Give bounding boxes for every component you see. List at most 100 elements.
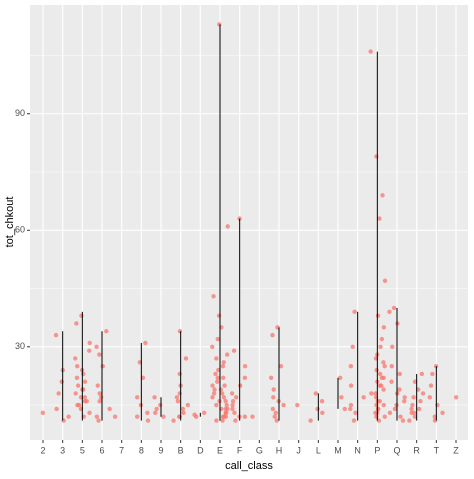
point	[210, 344, 215, 349]
x-tick-label: G	[256, 445, 263, 455]
point	[430, 371, 435, 377]
x-tick-label: 8	[139, 445, 144, 455]
point	[143, 340, 148, 346]
point	[412, 414, 418, 419]
point	[381, 402, 386, 408]
point	[171, 418, 176, 423]
point	[154, 406, 159, 412]
point	[351, 418, 357, 423]
point	[94, 414, 100, 419]
point	[377, 398, 382, 404]
point	[377, 216, 382, 221]
point	[216, 313, 222, 318]
point	[348, 364, 354, 369]
point	[97, 398, 102, 404]
point	[412, 379, 418, 384]
point	[348, 402, 354, 408]
x-tick-label: 9	[158, 445, 163, 455]
point	[381, 387, 386, 392]
point	[145, 410, 150, 416]
point	[250, 414, 255, 419]
point	[242, 414, 248, 419]
point	[75, 364, 80, 369]
point	[453, 395, 459, 400]
point	[75, 402, 80, 408]
point	[53, 332, 59, 338]
x-tick-label: 6	[99, 445, 104, 455]
x-tick-label: 7	[119, 445, 124, 455]
point	[381, 325, 387, 330]
x-tick-label: E	[217, 445, 223, 455]
point	[87, 348, 92, 353]
point	[231, 348, 237, 353]
point	[271, 387, 276, 392]
point	[389, 364, 394, 369]
point	[281, 402, 286, 408]
point	[81, 371, 86, 377]
point	[224, 410, 229, 416]
point	[391, 305, 397, 311]
point	[308, 418, 313, 423]
x-tick-label: Z	[453, 445, 459, 455]
point	[233, 395, 239, 400]
point	[135, 414, 140, 419]
point	[152, 395, 157, 400]
point	[224, 352, 230, 357]
point	[56, 391, 61, 396]
point	[418, 398, 423, 404]
point	[79, 313, 84, 318]
point	[220, 364, 226, 369]
x-tick-label: H	[276, 445, 283, 455]
point	[402, 395, 407, 400]
point	[97, 352, 102, 357]
point	[390, 344, 395, 349]
point	[221, 395, 227, 400]
point	[374, 402, 379, 408]
point	[213, 371, 218, 377]
point	[229, 391, 235, 396]
point	[214, 402, 219, 408]
point	[428, 383, 434, 388]
point	[398, 414, 403, 419]
point	[97, 391, 102, 396]
point	[59, 379, 64, 384]
y-tick-label: 30	[15, 341, 25, 351]
point	[348, 406, 353, 412]
point	[87, 340, 92, 346]
point	[214, 356, 219, 361]
point	[145, 418, 151, 423]
point	[230, 406, 235, 412]
point	[411, 395, 416, 400]
point	[177, 329, 183, 334]
point	[215, 375, 220, 381]
point	[66, 414, 71, 419]
point	[153, 410, 158, 416]
point	[392, 406, 398, 412]
x-tick-label: R	[413, 445, 420, 455]
point	[82, 398, 88, 404]
y-axis-title: tot_chkout	[4, 197, 16, 248]
point	[373, 391, 378, 396]
point	[315, 406, 320, 412]
point	[339, 395, 344, 400]
point	[379, 375, 384, 381]
point	[377, 371, 383, 377]
point	[272, 414, 277, 419]
point	[375, 406, 381, 412]
point	[180, 406, 186, 412]
point	[140, 375, 146, 381]
point	[174, 395, 180, 400]
point	[201, 410, 207, 416]
y-tick-label: 90	[15, 108, 25, 118]
point	[409, 406, 414, 412]
x-tick-label: 3	[60, 445, 65, 455]
point	[238, 383, 243, 388]
point	[412, 410, 417, 416]
point	[420, 391, 426, 396]
x-axis-title: call_class	[225, 460, 273, 472]
point	[94, 344, 99, 349]
x-tick-label: Q	[393, 445, 400, 455]
point	[342, 406, 347, 412]
point	[177, 414, 182, 419]
panel	[30, 5, 468, 440]
